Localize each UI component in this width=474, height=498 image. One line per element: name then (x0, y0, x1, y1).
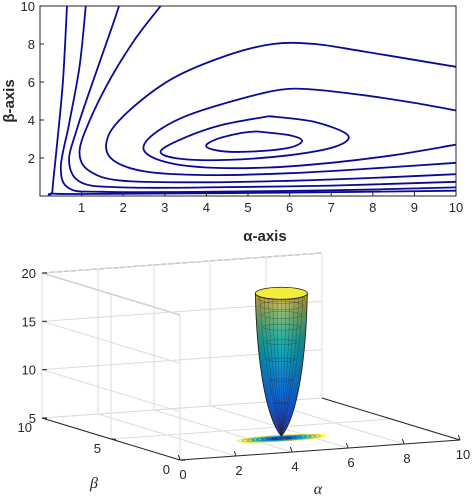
surface-mesh-ring (264, 339, 298, 345)
surface-z-ticks: 5 10 15 20 (22, 266, 47, 426)
surface-beta-tick-label: 10 (18, 420, 32, 435)
contour-axes-box (39, 5, 457, 197)
contour-x-ticks: 1 2 3 4 5 6 7 8 9 10 (78, 192, 463, 215)
surface-beta-tick-label: 5 (94, 441, 101, 456)
contour-y-axis-label: β-axis (1, 79, 18, 122)
contour-line-1 (205, 130, 304, 153)
contour-y-tick-label: 10 (21, 0, 35, 14)
contour-x-tick-label: 1 (78, 200, 85, 215)
surface-floor-contours (236, 433, 327, 443)
surface-alpha-axis-label: α (314, 481, 323, 498)
surface-alpha-tick-mark (401, 438, 405, 445)
contour-chart: 1 2 3 4 5 6 7 8 9 10 2 4 6 8 10 α-axis β-axis (1, 0, 463, 245)
contour-x-tick-label: 5 (244, 200, 251, 215)
contour-x-tick-label: 8 (369, 200, 376, 215)
contour-line-3 (142, 87, 456, 170)
contour-y-ticks: 2 4 6 8 10 (21, 0, 44, 166)
surface-alpha-tick-mark (345, 442, 349, 449)
surface-mesh-line (281, 296, 299, 437)
surface-mesh-ring (266, 357, 296, 362)
surface-z-tick-label: 10 (22, 363, 36, 378)
contour-x-tick-label: 2 (120, 200, 127, 215)
surface-mesh-line (276, 298, 282, 437)
surface-alpha-tick-label: 6 (347, 455, 354, 470)
surface-grid-line (110, 418, 392, 440)
contour-x-tick-label: 4 (203, 200, 210, 215)
surface-beta-axis-label: β (89, 475, 98, 492)
surface-alpha-tick-mark (233, 450, 237, 457)
surface-bowl-rim (254, 286, 308, 300)
surface-box-edge (321, 397, 461, 441)
surface-mesh-line (281, 298, 291, 437)
contour-line-2 (159, 115, 350, 162)
contour-x-tick-label: 6 (286, 200, 293, 215)
contour-y-tick-label: 8 (28, 37, 35, 52)
contour-x-tick-label: 9 (411, 200, 418, 215)
surface-mesh-line (281, 298, 286, 437)
surface-floor-contour (270, 436, 293, 440)
surface-beta-ticks: 0 5 10 (18, 417, 186, 477)
surface-alpha-tick-label: 0 (179, 467, 186, 482)
surface-mesh-line (259, 294, 282, 437)
surface-mesh-ring (262, 324, 300, 331)
contour-x-axis-label: α-axis (243, 228, 286, 245)
surface-alpha-tick-mark (289, 446, 293, 453)
surface-mesh-line (263, 296, 282, 437)
surface-alpha-tick-label: 2 (235, 463, 242, 478)
surface-beta-tick-label: 0 (163, 462, 170, 477)
surface-front-edge (179, 439, 461, 461)
contour-line-8 (47, 6, 456, 196)
contour-lines (47, 6, 456, 196)
surface-alpha-tick-label: 10 (456, 447, 470, 462)
contour-x-tick-label: 7 (328, 200, 335, 215)
contour-line-7 (59, 6, 456, 194)
contour-y-tick-label: 2 (28, 151, 35, 166)
contour-x-tick-label: 10 (449, 200, 463, 215)
contour-y-tick-label: 6 (28, 75, 35, 90)
contour-line-6 (68, 6, 456, 189)
contour-y-tick-label: 4 (28, 113, 35, 128)
surface-mesh-line (281, 294, 304, 437)
surface-mesh-ring (261, 311, 302, 319)
contour-x-tick-label: 3 (161, 200, 168, 215)
surface-alpha-tick-label: 4 (291, 459, 298, 474)
surface-mesh-ring (269, 378, 294, 382)
surface-mesh-ring (272, 402, 290, 405)
contour-line-5 (78, 6, 456, 184)
surface-z-tick-label: 20 (22, 266, 36, 281)
surface-z-tick-label: 5 (29, 411, 36, 426)
surface-alpha-ticks: 0 2 4 6 8 10 (177, 434, 470, 482)
surface-z-tick-label: 15 (22, 314, 36, 329)
surface-mesh-ring (259, 301, 304, 310)
surface-bowl (254, 286, 308, 437)
contour-line-4 (105, 41, 456, 177)
surface-alpha-tick-mark (457, 434, 461, 441)
surface-mesh-line (272, 298, 282, 437)
surface-alpha-tick-label: 8 (403, 451, 410, 466)
surface-alpha-tick-mark (177, 454, 181, 461)
surface-grid-line (41, 252, 323, 274)
